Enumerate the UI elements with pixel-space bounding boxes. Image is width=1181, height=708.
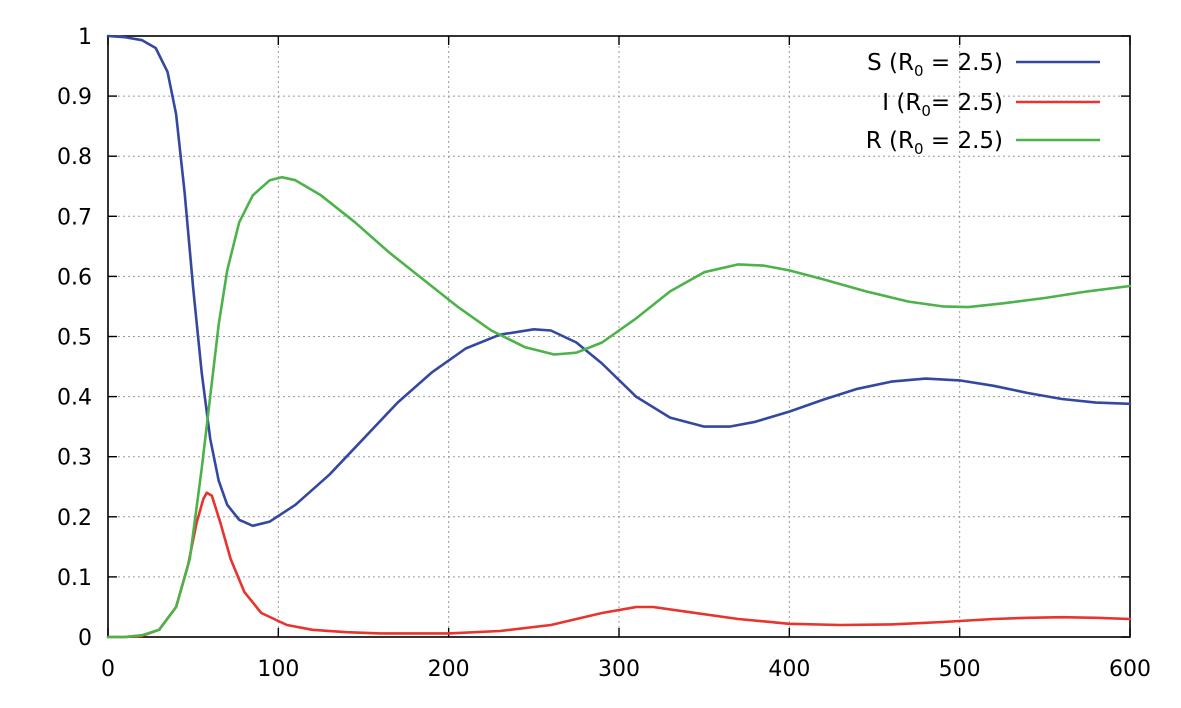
series-line-1: [106, 34, 1132, 528]
legend-label-subscript: 0: [921, 102, 931, 120]
y-tick-label: 0.5: [57, 326, 92, 351]
legend-label: S (R0 = 2.5): [867, 50, 1003, 80]
x-tick-label: 0: [101, 657, 115, 682]
y-tick-label: 0.2: [57, 506, 92, 531]
legend-label: I (R0= 2.5): [882, 90, 1003, 120]
series-line-2: [106, 491, 1132, 639]
gridlines: [108, 36, 1130, 637]
x-tick-label: 600: [1109, 657, 1151, 682]
axis-ticks: 0 0.1 0.2 0.3 0.4 0.5 0.6 0.7 0.8 0.9 1 0 100 200 300 4…: [57, 25, 1151, 682]
legend-entry-1: S (R0 = 2.5): [867, 50, 1100, 80]
legend-label-suffix: = 2.5): [924, 50, 1003, 76]
x-tick-label: 300: [598, 657, 640, 682]
series-lines: [106, 34, 1132, 639]
y-tick-label: 0.4: [57, 386, 92, 411]
legend-entry-2: I (R0= 2.5): [882, 90, 1100, 120]
legend-label-prefix: I (R: [882, 90, 921, 116]
y-tick-label: 0: [78, 626, 92, 651]
y-tick-label: 0.7: [57, 205, 92, 230]
y-tick-label: 0.1: [57, 566, 92, 591]
y-tick-label: 0.8: [57, 145, 92, 170]
y-tick-label: 0.9: [57, 85, 92, 110]
legend-label-prefix: S (R: [867, 50, 914, 76]
legend-label: R (R0 = 2.5): [866, 128, 1003, 158]
legend: S (R0 = 2.5)I (R0= 2.5)R (R0 = 2.5): [866, 50, 1100, 158]
x-tick-label: 500: [939, 657, 981, 682]
legend-label-subscript: 0: [914, 140, 924, 158]
legend-label-suffix: = 2.5): [924, 128, 1003, 154]
y-tick-label: 1: [78, 25, 92, 50]
series-line-3: [106, 175, 1132, 639]
x-tick-label: 100: [257, 657, 299, 682]
legend-entry-3: R (R0 = 2.5): [866, 128, 1100, 158]
x-tick-label: 400: [768, 657, 810, 682]
y-tick-label: 0.3: [57, 446, 92, 471]
y-tick-label: 0.6: [57, 265, 92, 290]
legend-label-subscript: 0: [914, 62, 924, 80]
x-tick-label: 200: [428, 657, 470, 682]
legend-label-prefix: R (R: [866, 128, 914, 154]
legend-label-suffix: = 2.5): [931, 90, 1003, 116]
